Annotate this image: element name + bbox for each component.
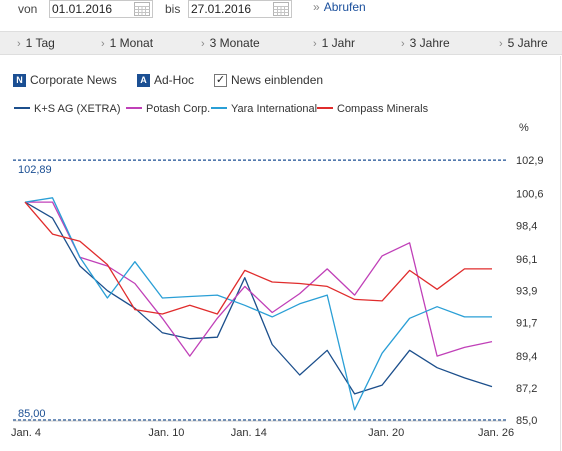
series-line-1 — [24, 201, 493, 395]
legend-swatch — [14, 107, 30, 110]
submit-link[interactable]: » Abrufen — [313, 0, 366, 14]
tab-1-month[interactable]: › 1 Monat — [101, 36, 153, 50]
x-tick-label: Jan. 10 — [148, 427, 184, 439]
from-label: von — [18, 2, 38, 16]
news-toggle-label: News einblenden — [231, 73, 324, 87]
x-tick-label: Jan. 14 — [231, 427, 267, 439]
legend-swatch — [317, 107, 333, 110]
legend-item-compass[interactable]: Compass Minerals — [317, 103, 428, 115]
y-tick-label: 89,4 — [516, 351, 537, 363]
y-unit-label: % — [519, 122, 529, 134]
tab-label: 1 Monat — [109, 36, 154, 50]
ad-hoc-label: Ad-Hoc — [154, 73, 195, 87]
tab-1-year[interactable]: › 1 Jahr — [313, 36, 355, 50]
series-line-4 — [24, 201, 492, 315]
to-label: bis — [165, 2, 181, 16]
chevron-right-icon: › — [17, 38, 21, 50]
price-chart: % 102,9 100,6 98,4 96,1 93,9 91,7 89,4 87,2 85,0 1… — [11, 122, 544, 439]
tab-3-months[interactable]: › 3 Monate — [201, 36, 260, 50]
legend-swatch — [126, 107, 142, 110]
tab-label: 5 Jahre — [507, 36, 548, 50]
calendar-icon[interactable] — [134, 2, 150, 16]
series-line-2 — [25, 201, 493, 357]
tab-3-years[interactable]: › 3 Jahre — [401, 36, 450, 50]
chevron-right-icon: › — [401, 38, 405, 50]
corporate-news-label: Corporate News — [30, 73, 117, 87]
y-tick-label: 100,6 — [516, 188, 544, 200]
from-date-field[interactable] — [49, 0, 153, 18]
legend-item-potash[interactable]: Potash Corp. — [126, 103, 210, 115]
chevron-right-icon: › — [499, 38, 503, 50]
tab-label: 3 Monate — [209, 36, 260, 50]
double-chevron-right-icon: » — [313, 0, 320, 14]
y-tick-label: 85,0 — [516, 415, 537, 427]
legend-label: K+S AG (XETRA) — [34, 103, 121, 115]
y-tick-label: 98,4 — [516, 220, 537, 232]
legend-label: Potash Corp. — [146, 103, 211, 115]
x-tick-label: Jan. 26 — [478, 427, 514, 439]
legend-label: Compass Minerals — [337, 103, 429, 115]
reference-label: 102,89 — [18, 164, 52, 176]
submit-label: Abrufen — [323, 0, 366, 14]
legend-label: Yara International — [231, 103, 318, 115]
chevron-right-icon: › — [313, 38, 317, 50]
y-tick-label: 93,9 — [516, 286, 537, 298]
reference-label: 85,00 — [18, 408, 46, 420]
range-tab-bar: › 1 Tag › 1 Monat › 3 Monate › 1 Jahr › 3 Jah… — [0, 31, 562, 55]
y-tick-label: 87,2 — [516, 383, 537, 395]
legend-item-yara[interactable]: Yara International — [211, 103, 317, 115]
calendar-icon[interactable] — [273, 2, 289, 16]
legend-item-ks[interactable]: K+S AG (XETRA) — [14, 103, 121, 115]
x-tick-label: Jan. 4 — [11, 427, 41, 439]
corporate-news-badge: N — [13, 74, 26, 87]
tab-label: 3 Jahre — [409, 36, 450, 50]
to-date-field[interactable] — [188, 0, 292, 18]
tab-label: 1 Tag — [25, 36, 55, 50]
from-date-input[interactable] — [50, 1, 132, 17]
chevron-right-icon: › — [101, 38, 105, 50]
x-tick-label: Jan. 20 — [368, 427, 404, 439]
series-line-3 — [24, 197, 492, 411]
chevron-right-icon: › — [201, 38, 205, 50]
to-date-input[interactable] — [189, 1, 271, 17]
y-tick-label: 91,7 — [516, 318, 537, 330]
tab-5-years[interactable]: › 5 Jahre — [499, 36, 548, 50]
tab-label: 1 Jahr — [321, 36, 356, 50]
tab-1-day[interactable]: › 1 Tag — [17, 36, 55, 50]
legend-swatch — [211, 107, 227, 110]
y-tick-label: 102,9 — [516, 155, 544, 167]
panel-divider — [560, 56, 561, 451]
y-tick-label: 96,1 — [516, 254, 537, 266]
ad-hoc-badge: A — [137, 74, 150, 87]
news-checkbox[interactable]: ✓ — [214, 74, 227, 87]
